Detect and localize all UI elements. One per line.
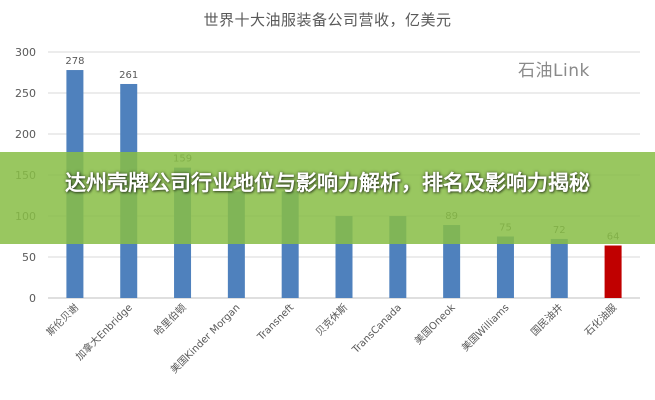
- x-tick-label: 石化油服: [582, 301, 619, 338]
- x-tick-label: 国民油井: [528, 301, 565, 338]
- bar: [496, 236, 514, 298]
- y-tick-label: 250: [15, 87, 36, 100]
- x-tick-label: 斯伦贝谢: [44, 301, 81, 338]
- bar: [604, 245, 622, 298]
- x-tick-label: 哈里伯顿: [151, 301, 188, 338]
- x-tick-label: TransCanada: [350, 302, 404, 356]
- y-tick-label: 0: [29, 292, 36, 305]
- x-tick-label: 加拿大Enbridge: [73, 301, 135, 363]
- x-tick-label: 贝克休斯: [313, 301, 350, 338]
- y-tick-label: 50: [22, 251, 36, 264]
- y-tick-label: 200: [15, 128, 36, 141]
- x-tick-label: 美国Oneok: [412, 301, 458, 347]
- bar: [550, 238, 568, 298]
- x-tick-label: Transneft: [255, 302, 296, 343]
- bar-value-label: 278: [65, 56, 84, 67]
- y-tick-label: 300: [15, 46, 36, 59]
- chart-title: 世界十大油服装备公司营收，亿美元: [203, 11, 452, 29]
- bar-value-label: 261: [119, 70, 138, 81]
- headline-banner: [0, 152, 655, 244]
- watermark-logo: 石油Link: [518, 61, 590, 81]
- x-tick-label: 美国Williams: [459, 301, 512, 354]
- headline-text: 达州壳牌公司行业地位与影响力解析，排名及影响力揭秘: [65, 171, 590, 195]
